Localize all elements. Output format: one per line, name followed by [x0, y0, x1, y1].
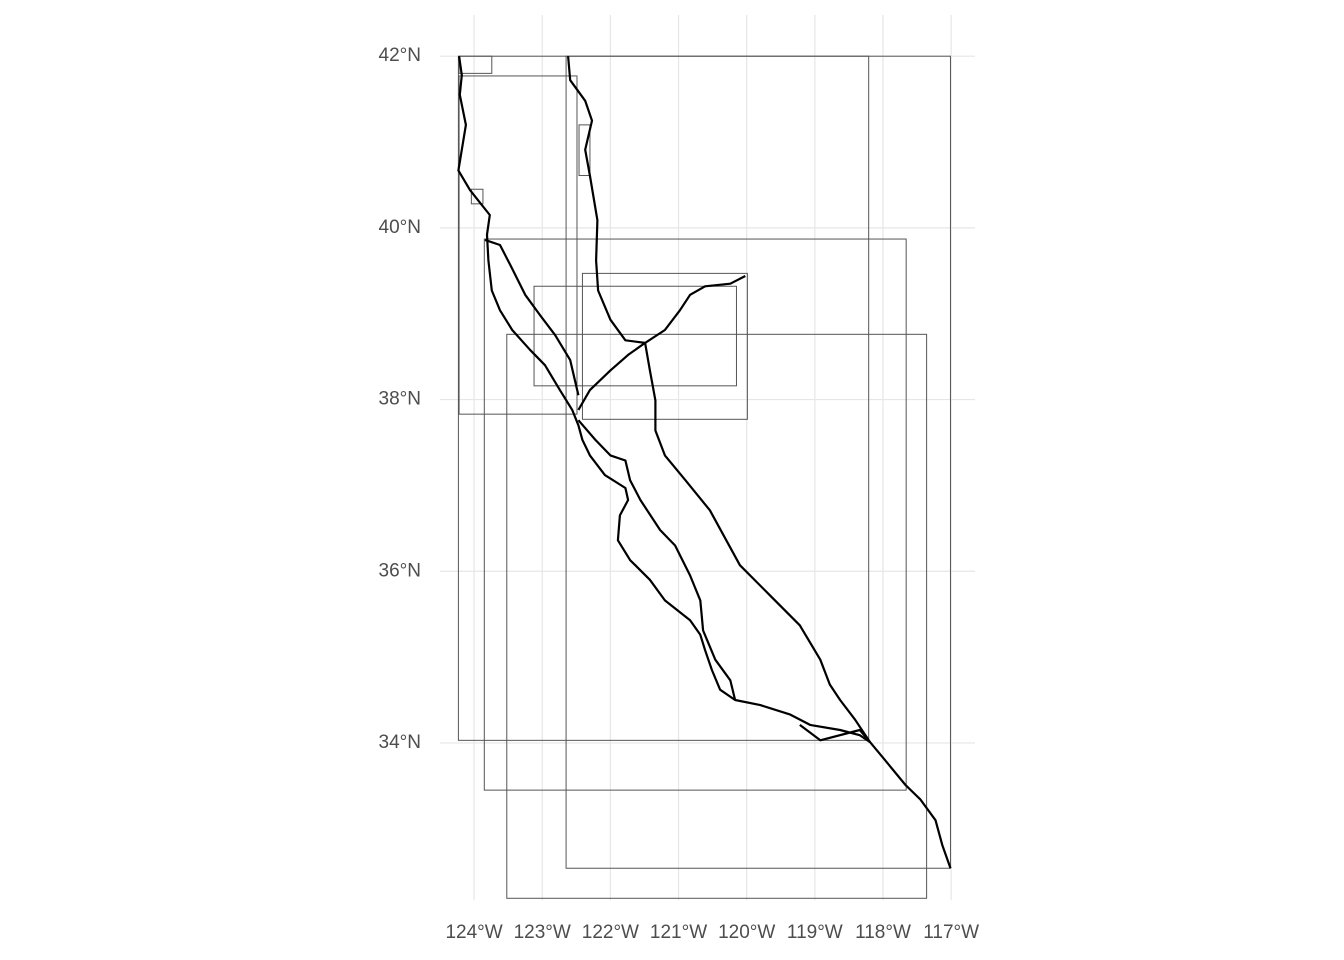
- route-line: [577, 419, 737, 701]
- bounding-box: [578, 124, 591, 177]
- bounding-box: [506, 333, 928, 899]
- x-tick-label: 121°W: [650, 922, 707, 943]
- bounding-box: [458, 75, 578, 415]
- bounding-box: [581, 272, 748, 420]
- y-tick-label: 34°N: [379, 732, 421, 753]
- route-line: [799, 724, 871, 743]
- bounding-box: [533, 285, 737, 387]
- route-line: [577, 342, 646, 411]
- bounding-box: [458, 55, 493, 74]
- y-tick-label: 38°N: [379, 389, 421, 410]
- bounding-box: [565, 55, 951, 869]
- y-tick-label: 36°N: [379, 560, 421, 581]
- x-tick-label: 118°W: [855, 922, 911, 943]
- x-tick-label: 122°W: [582, 922, 639, 943]
- x-tick-label: 119°W: [787, 922, 843, 943]
- route-line: [457, 56, 952, 869]
- x-tick-label: 120°W: [718, 922, 775, 943]
- route-line: [644, 275, 746, 344]
- x-tick-label: 123°W: [514, 922, 571, 943]
- route-line: [567, 56, 871, 743]
- x-tick-label: 124°W: [445, 922, 502, 943]
- y-tick-label: 40°N: [379, 217, 421, 238]
- bounding-box: [470, 188, 484, 205]
- route-line: [484, 238, 580, 396]
- x-tick-label: 117°W: [923, 922, 979, 943]
- bounding-box: [483, 238, 907, 791]
- y-tick-label: 42°N: [379, 45, 421, 66]
